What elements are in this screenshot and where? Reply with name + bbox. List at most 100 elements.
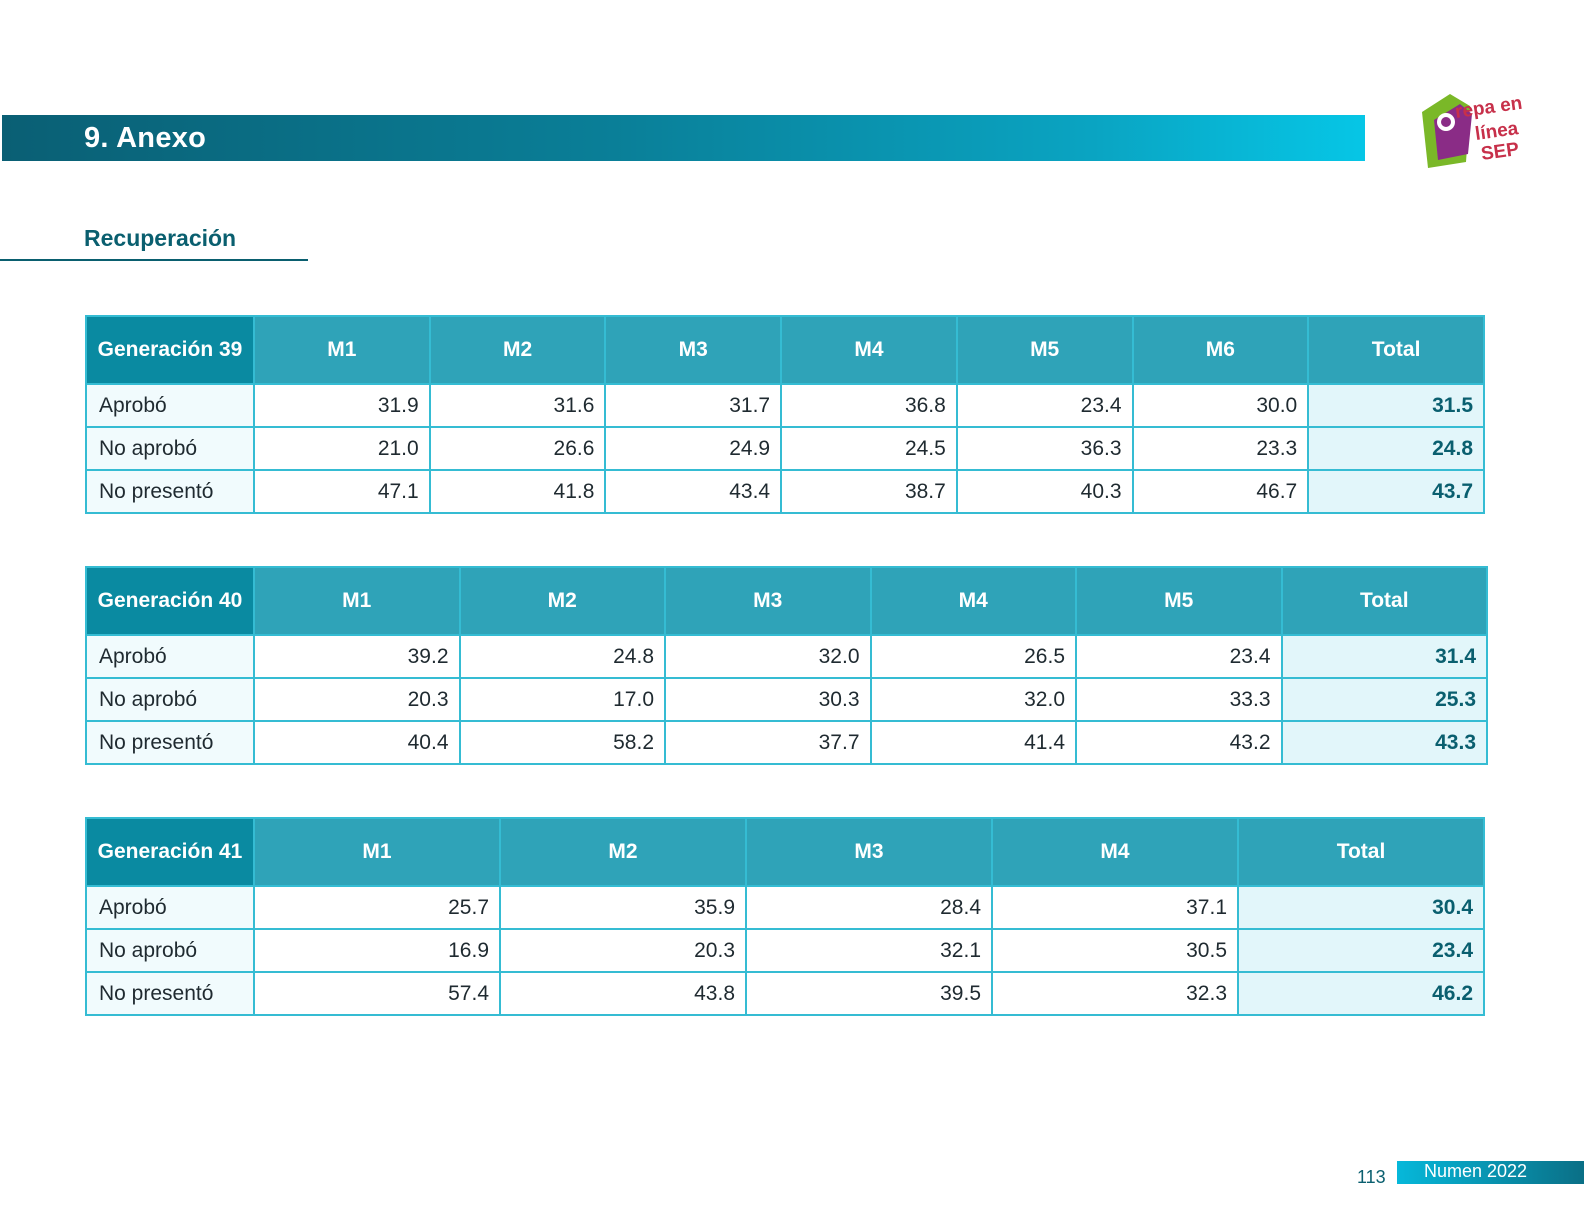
cell-value: 40.3 [955,469,1134,514]
cell-value: 39.2 [253,634,461,679]
cell-total: 31.5 [1307,383,1485,428]
table-row: No aprobó 20.3 17.0 30.3 32.0 33.3 25.3 [85,677,1488,722]
cell-value: 41.4 [869,720,1077,765]
cell-total: 23.4 [1237,928,1485,973]
cell-value: 26.5 [869,634,1077,679]
cell-total: 31.4 [1280,634,1488,679]
row-label: Aprobó [85,634,255,679]
column-header: M1 [253,315,431,385]
cell-value: 38.7 [780,469,958,514]
cell-value: 41.8 [428,469,607,514]
table-generacion-40: Generación 40 M1 M2 M3 M4 M5 Total Aprob… [85,566,1488,765]
cell-total: 43.3 [1280,720,1488,765]
column-header: M1 [253,566,461,636]
cell-value: 46.7 [1131,469,1310,514]
column-header: M3 [664,566,872,636]
cell-value: 30.0 [1131,383,1310,428]
column-header: M6 [1131,315,1310,385]
cell-value: 31.6 [428,383,607,428]
column-header-total: Total [1307,315,1485,385]
row-label: No presentó [85,971,255,1016]
column-header: M2 [499,817,747,887]
row-label: No presentó [85,720,255,765]
cell-value: 33.3 [1075,677,1283,722]
cell-value: 57.4 [253,971,501,1016]
cell-total: 46.2 [1237,971,1485,1016]
table-row: Aprobó 31.9 31.6 31.7 36.8 23.4 30.0 31.… [85,383,1485,428]
cell-value: 30.5 [991,928,1239,973]
cell-value: 25.7 [253,885,501,930]
cell-total: 25.3 [1280,677,1488,722]
cell-total: 30.4 [1237,885,1485,930]
cell-value: 39.5 [745,971,993,1016]
cell-value: 31.7 [604,383,783,428]
cell-value: 20.3 [499,928,747,973]
cell-value: 31.9 [253,383,431,428]
table-header-row: Generación 41 M1 M2 M3 M4 Total [85,817,1485,887]
cell-value: 47.1 [253,469,431,514]
cell-value: 36.3 [955,426,1134,471]
cell-value: 17.0 [458,677,666,722]
cell-value: 24.8 [458,634,666,679]
table-header-row: Generación 39 M1 M2 M3 M4 M5 M6 Total [85,315,1485,385]
cell-value: 30.3 [664,677,872,722]
table-header-row: Generación 40 M1 M2 M3 M4 M5 Total [85,566,1488,636]
cell-value: 37.7 [664,720,872,765]
cell-total: 24.8 [1307,426,1485,471]
section-underline [0,259,308,261]
column-header: M5 [1075,566,1283,636]
column-header-total: Total [1237,817,1485,887]
cell-value: 23.3 [1131,426,1310,471]
table-row: Aprobó 25.7 35.9 28.4 37.1 30.4 [85,885,1485,930]
cell-value: 23.4 [1075,634,1283,679]
cell-value: 21.0 [253,426,431,471]
page-title: 9. Anexo [84,122,207,154]
table-corner-label: Generación 40 [85,566,255,636]
table-row: Aprobó 39.2 24.8 32.0 26.5 23.4 31.4 [85,634,1488,679]
footer-bar [1397,1161,1584,1184]
column-header: M3 [745,817,993,887]
header-bar [2,115,1365,161]
cell-value: 28.4 [745,885,993,930]
cell-value: 20.3 [253,677,461,722]
column-header: M3 [604,315,783,385]
column-header: M2 [458,566,666,636]
cell-value: 32.3 [991,971,1239,1016]
prepa-en-linea-logo: repa en línea SEP [1422,93,1524,168]
row-label: Aprobó [85,383,255,428]
cell-value: 32.0 [869,677,1077,722]
table-row: No aprobó 21.0 26.6 24.9 24.5 36.3 23.3 … [85,426,1485,471]
cell-value: 58.2 [458,720,666,765]
table-row: No presentó 40.4 58.2 37.7 41.4 43.2 43.… [85,720,1488,765]
cell-value: 24.5 [780,426,958,471]
cell-total: 43.7 [1307,469,1485,514]
cell-value: 40.4 [253,720,461,765]
cell-value: 24.9 [604,426,783,471]
cell-value: 43.8 [499,971,747,1016]
cell-value: 32.0 [664,634,872,679]
cell-value: 37.1 [991,885,1239,930]
table-row: No presentó 57.4 43.8 39.5 32.3 46.2 [85,971,1485,1016]
cell-value: 36.8 [780,383,958,428]
cell-value: 23.4 [955,383,1134,428]
table-corner-label: Generación 39 [85,315,255,385]
table-corner-label: Generación 41 [85,817,255,887]
column-header: M1 [253,817,501,887]
column-header: M4 [869,566,1077,636]
row-label: No aprobó [85,426,255,471]
column-header-total: Total [1280,566,1488,636]
column-header: M4 [991,817,1239,887]
section-title: Recuperación [84,225,237,251]
svg-text:SEP: SEP [1480,139,1521,165]
row-label: No aprobó [85,928,255,973]
publication-name: Numen 2022 [1424,1161,1528,1181]
table-generacion-39: Generación 39 M1 M2 M3 M4 M5 M6 Total Ap… [85,315,1485,514]
cell-value: 26.6 [428,426,607,471]
column-header: M2 [428,315,607,385]
table-row: No aprobó 16.9 20.3 32.1 30.5 23.4 [85,928,1485,973]
table-row: No presentó 47.1 41.8 43.4 38.7 40.3 46.… [85,469,1485,514]
cell-value: 32.1 [745,928,993,973]
row-label: No aprobó [85,677,255,722]
table-generacion-41: Generación 41 M1 M2 M3 M4 Total Aprobó 2… [85,817,1485,1016]
column-header: M4 [780,315,958,385]
